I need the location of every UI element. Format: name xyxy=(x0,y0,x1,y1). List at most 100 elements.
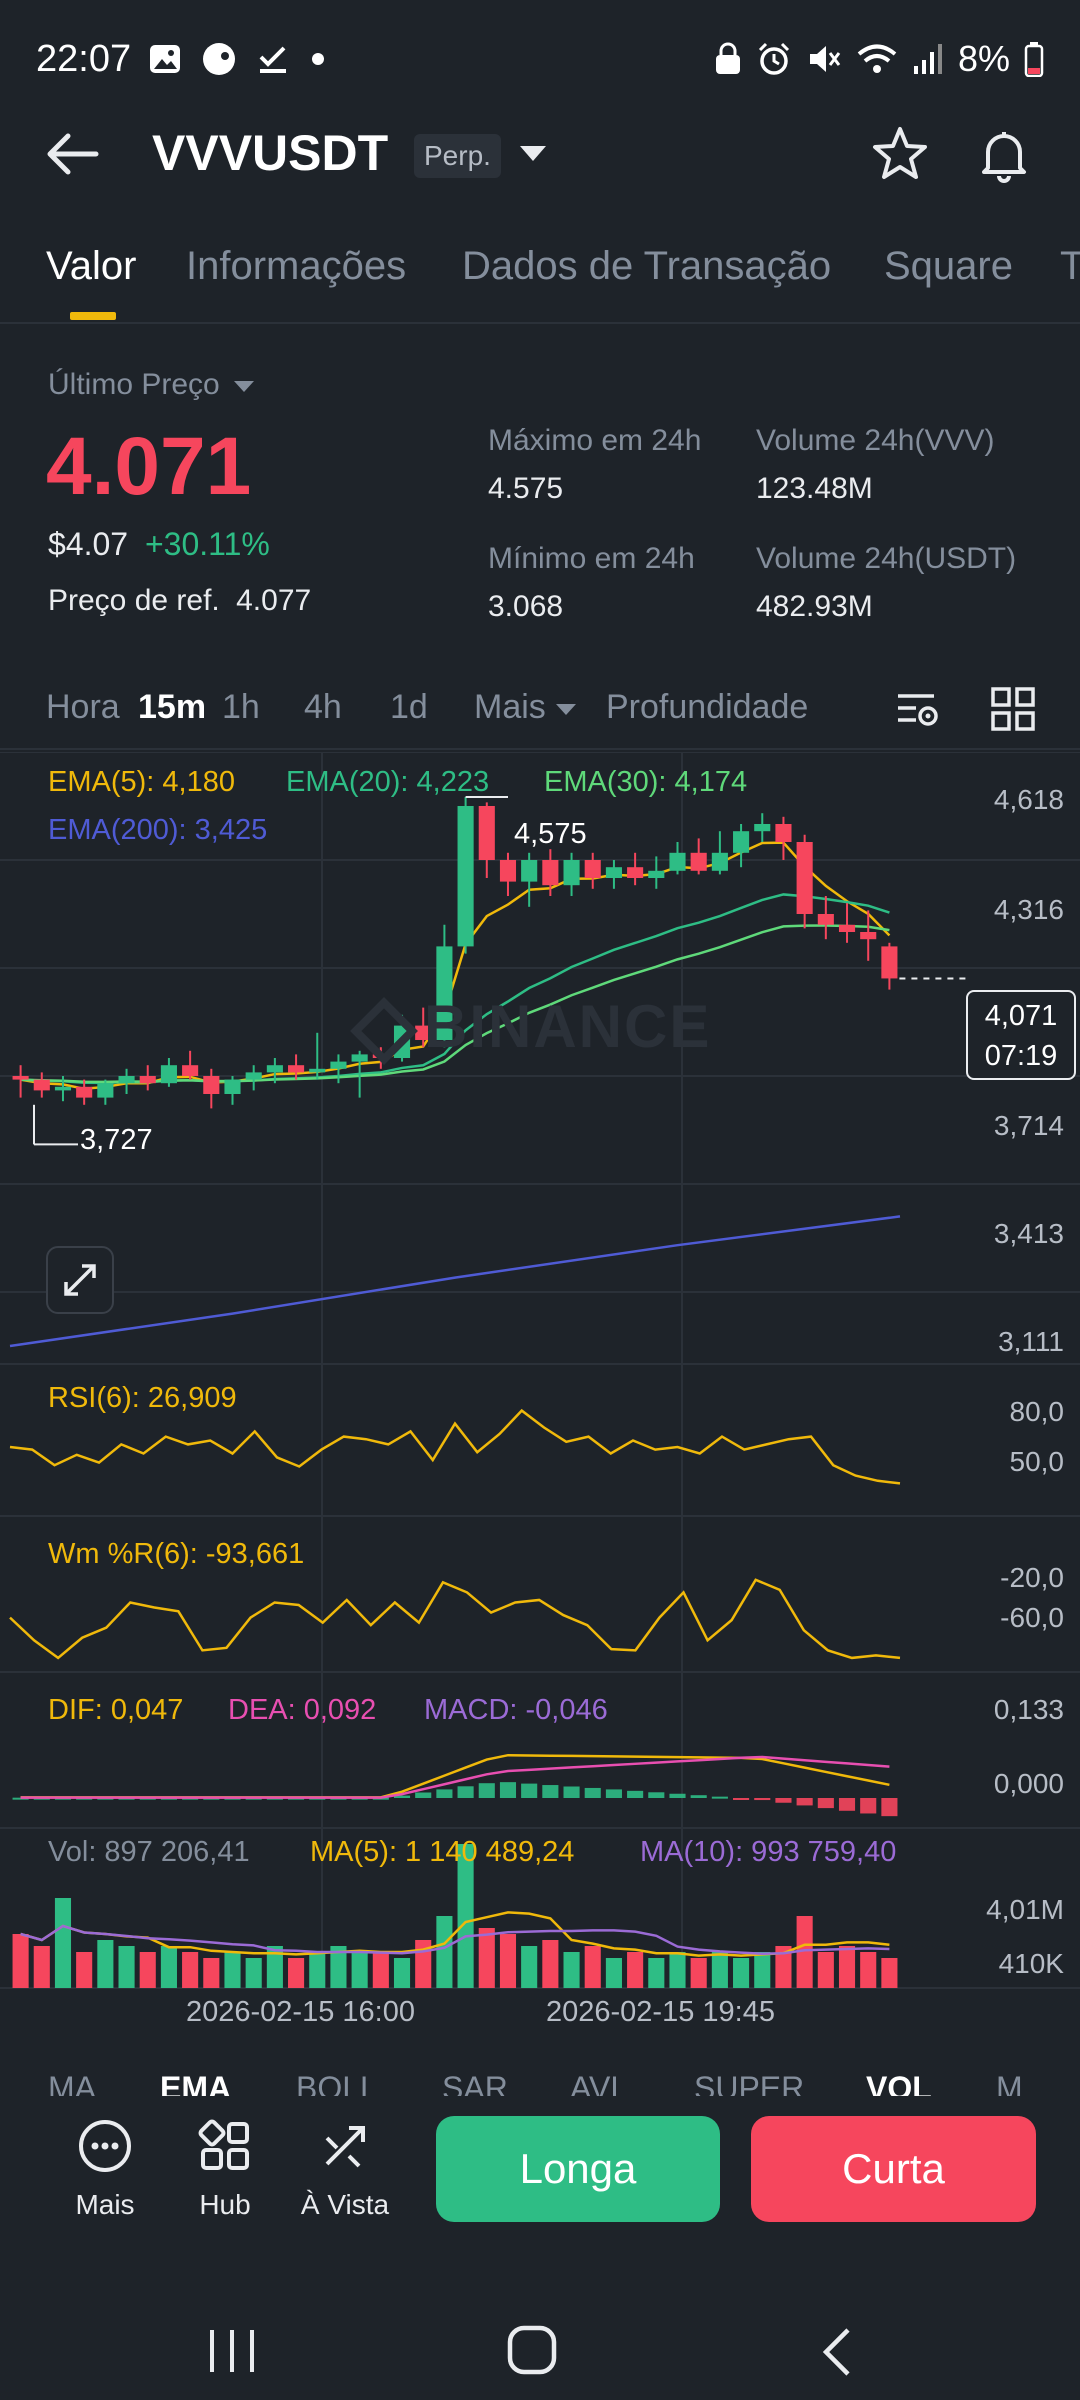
volume-bar xyxy=(669,1952,686,1988)
candle-body xyxy=(499,860,517,882)
candle-body xyxy=(33,1079,50,1091)
rsi-axis-label: 80,0 xyxy=(1009,1396,1065,1427)
macd-label: MACD: -0,046 xyxy=(424,1694,608,1726)
ind-tab-ema[interactable]: EMA xyxy=(160,2070,232,2096)
volume-bar xyxy=(76,1952,93,1988)
battery-icon xyxy=(1024,42,1044,77)
ind-tab-avl[interactable]: AVL xyxy=(570,2070,629,2096)
kline-chart[interactable]: EMA(5): 4,180 EMA(20): 4,223 EMA(30): 4,… xyxy=(0,752,1080,2032)
wifi-icon xyxy=(857,44,897,73)
ind-tab-ma[interactable]: MA xyxy=(48,2070,96,2096)
macd-histogram-bar xyxy=(627,1790,644,1798)
dif-line xyxy=(20,1753,890,1799)
clock: 22:07 xyxy=(36,38,132,80)
candle-body xyxy=(754,824,771,832)
grid-layout-icon[interactable] xyxy=(990,686,1036,732)
image-icon xyxy=(150,45,180,73)
macd-histogram-bar xyxy=(775,1798,792,1803)
tf-profundidade[interactable]: Profundidade xyxy=(606,688,809,726)
high-24h-value: 4.575 xyxy=(488,472,564,505)
candle-body xyxy=(12,1076,29,1080)
ind-tab-boll[interactable]: BOLL xyxy=(296,2070,378,2096)
vol-ma5-label: MA(5): 1 140 489,24 xyxy=(310,1836,575,1868)
volume-bar xyxy=(12,1934,29,1988)
volume-bar xyxy=(33,1946,50,1988)
tab-informacoes[interactable]: Informações xyxy=(186,244,407,288)
tab-square[interactable]: Square xyxy=(884,244,1013,288)
more-button[interactable]: Mais xyxy=(50,2116,160,2221)
candle-body xyxy=(542,860,559,886)
y-axis-label: 3,413 xyxy=(993,1218,1064,1249)
hub-icon xyxy=(198,2119,249,2170)
low-24h-value: 3.068 xyxy=(488,590,564,623)
tf-hora[interactable]: Hora xyxy=(46,688,120,726)
symbol-dropdown-icon[interactable] xyxy=(520,146,546,161)
macd-histogram-bar xyxy=(648,1792,665,1798)
signal-icon xyxy=(913,44,942,74)
candle-body xyxy=(690,852,707,871)
lock-icon xyxy=(715,42,740,74)
spot-button[interactable]: À Vista xyxy=(290,2116,400,2221)
back-nav-icon[interactable] xyxy=(816,2326,860,2378)
dot-icon xyxy=(312,53,324,65)
alert-button[interactable] xyxy=(974,124,1034,184)
high-24h-label: Máximo em 24h xyxy=(488,424,702,457)
ind-tab-more[interactable]: M xyxy=(996,2070,1023,2096)
volume-bar xyxy=(881,1958,898,1988)
volume-bar xyxy=(97,1940,114,1988)
ref-price-label: Preço de ref. xyxy=(48,584,220,617)
volume-bar xyxy=(351,1952,368,1988)
candle-body xyxy=(711,852,728,871)
tf-4h[interactable]: 4h xyxy=(304,688,342,726)
high-marker-label: 4,575 xyxy=(514,818,587,850)
y-axis-label: 4,618 xyxy=(993,784,1064,815)
ind-tab-super[interactable]: SUPER xyxy=(694,2070,805,2096)
long-button[interactable]: Longa xyxy=(436,2116,720,2222)
expand-chart-button[interactable] xyxy=(46,1246,114,1314)
macd-histogram-bar xyxy=(881,1798,898,1817)
tf-15m[interactable]: 15m xyxy=(138,688,207,726)
volume-bar xyxy=(436,1916,453,1988)
tab-dados-transacao[interactable]: Dados de Transação xyxy=(462,244,832,288)
back-button[interactable] xyxy=(44,124,104,184)
last-price: 4.071 xyxy=(46,421,252,512)
tab-valor[interactable]: Valor xyxy=(46,244,137,288)
tf-1h[interactable]: 1h xyxy=(222,688,260,726)
hub-label: Hub xyxy=(199,2189,251,2220)
chart-canvas[interactable] xyxy=(0,752,1080,2032)
dea-label: DEA: 0,092 xyxy=(228,1694,377,1726)
favorite-button[interactable] xyxy=(870,124,930,184)
volume-bar xyxy=(309,1952,326,1988)
recent-apps-icon[interactable] xyxy=(204,2326,260,2376)
candle-body xyxy=(330,1061,347,1069)
candle-body xyxy=(605,867,622,878)
tf-1d[interactable]: 1d xyxy=(390,688,428,726)
ind-tab-sar[interactable]: SAR xyxy=(442,2070,508,2096)
ind-tab-vol[interactable]: VOL xyxy=(866,2070,932,2096)
caret-down-icon xyxy=(555,703,576,715)
ema30-label: EMA(30): 4,174 xyxy=(544,766,748,798)
candle-body xyxy=(775,824,792,842)
tab-more[interactable]: T xyxy=(1060,244,1080,289)
app-icon xyxy=(203,43,235,75)
status-bar: 22:07 8% xyxy=(0,0,1080,120)
candle-body xyxy=(76,1086,93,1098)
system-nav-bar xyxy=(0,2236,1080,2400)
symbol-title[interactable]: VVVUSDT xyxy=(152,125,389,181)
hub-button[interactable]: Hub xyxy=(170,2116,280,2221)
candle-body xyxy=(415,1025,432,1040)
tf-mais[interactable]: Mais xyxy=(474,688,576,727)
volume-base-label: Volume 24h(VVV) xyxy=(756,424,995,457)
arrow-left-icon xyxy=(47,133,99,175)
chart-settings-icon[interactable] xyxy=(894,686,942,734)
candle-body xyxy=(203,1076,220,1094)
candle-body xyxy=(54,1086,72,1091)
last-price-label[interactable]: Último Preço xyxy=(48,368,255,402)
candle-body xyxy=(669,852,686,871)
short-button[interactable]: Curta xyxy=(751,2116,1036,2222)
home-icon[interactable] xyxy=(504,2322,560,2378)
volume-bar xyxy=(563,1952,580,1988)
caret-down-icon xyxy=(234,380,255,392)
macd-histogram-bar xyxy=(838,1798,856,1811)
macd-histogram-bar xyxy=(521,1783,538,1798)
